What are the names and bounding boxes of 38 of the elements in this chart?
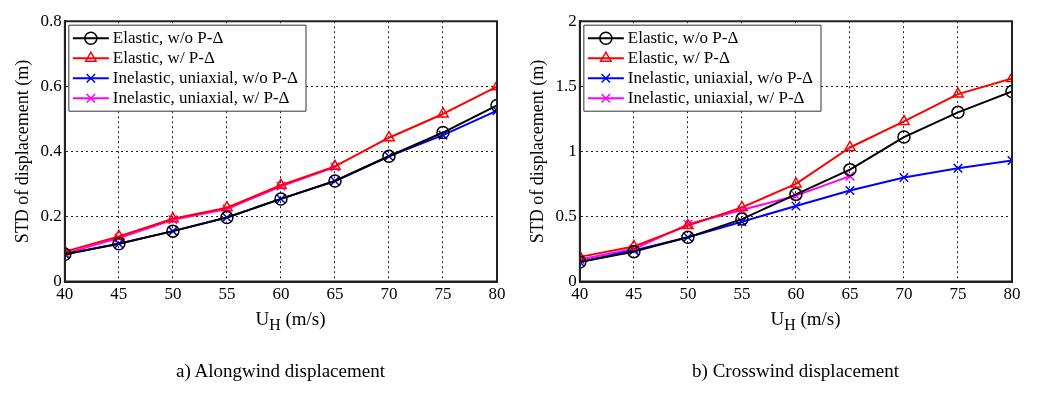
y-tick-label: 0.4 — [40, 140, 63, 160]
legend-label: Inelastic, uniaxial, w/ P-Δ — [112, 87, 290, 107]
y-axis-title: STD of displacement (m) — [526, 59, 548, 244]
x-tick-label: 70 — [380, 284, 398, 304]
x-tick-label: 55 — [218, 284, 236, 304]
legend-label: Elastic, w/ P-Δ — [112, 47, 215, 67]
x-axis-title: U$_{H}$ (m/s) — [254, 308, 327, 334]
x-tick-label: 45 — [625, 284, 643, 304]
x-tick-label: 60 — [272, 284, 290, 304]
text: b) Crosswind displacement — [691, 359, 900, 382]
legend-label: Elastic, w/ P-Δ — [627, 47, 730, 67]
x-tick-label: 65 — [326, 284, 344, 304]
y-tick-label: 1 — [568, 140, 577, 160]
x-tick-label: 75 — [434, 284, 452, 304]
legend-label: Elastic, w/o P-Δ — [112, 27, 224, 47]
y-tick-label: 1.5 — [555, 75, 577, 95]
y-tick-label: 0.5 — [555, 205, 577, 225]
legend-label: Elastic, w/o P-Δ — [627, 27, 739, 47]
y-axis-title: STD of displacement (m) — [11, 59, 33, 244]
x-tick-label: 80 — [1003, 284, 1021, 304]
x-tick-label: 65 — [841, 284, 859, 304]
legend-label: Inelastic, uniaxial, w/ P-Δ — [627, 87, 805, 107]
x-tick-label: 50 — [164, 284, 182, 304]
legend-label: Inelastic, uniaxial, w/o P-Δ — [627, 67, 814, 87]
x-tick-label: 75 — [949, 284, 967, 304]
legend-label: Inelastic, uniaxial, w/o P-Δ — [112, 67, 299, 87]
x-tick-label: 45 — [110, 284, 128, 304]
y-tick-label: 0.6 — [40, 75, 62, 95]
y-tick-label: 2 — [568, 10, 577, 30]
x-tick-label: 70 — [895, 284, 913, 304]
y-tick-label: 0.2 — [40, 205, 62, 225]
x-tick-label: 80 — [488, 284, 506, 304]
x-tick-label: 60 — [787, 284, 805, 304]
x-tick-label: 55 — [733, 284, 751, 304]
y-tick-label: 0.8 — [40, 10, 62, 30]
x-tick-label: 50 — [679, 284, 697, 304]
x-axis-title: U$_{H}$ (m/s) — [769, 308, 842, 334]
text: a) Alongwind displacement — [175, 359, 386, 382]
